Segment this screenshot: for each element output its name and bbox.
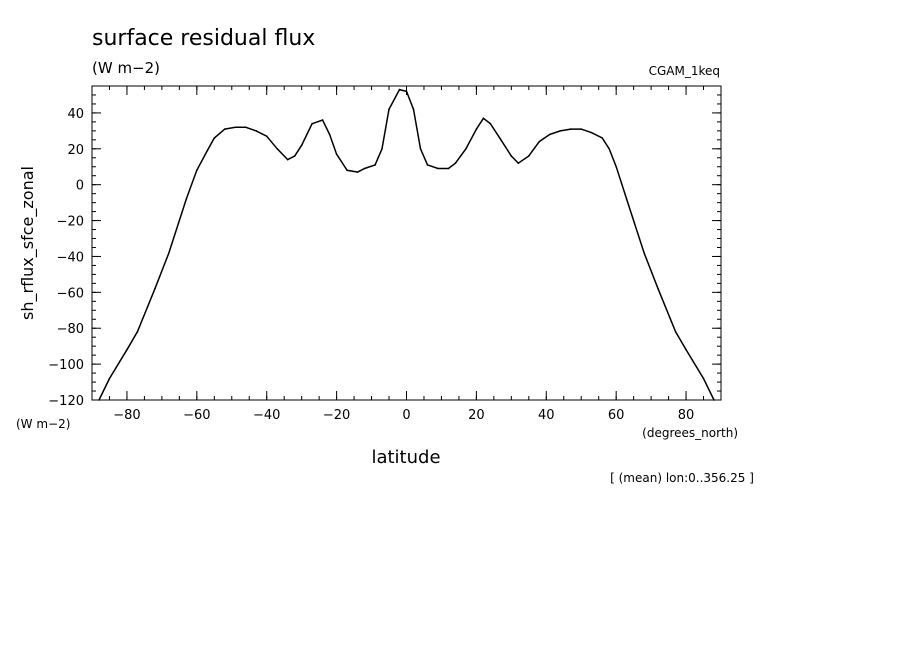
data-point	[615, 165, 617, 168]
data-point	[657, 287, 659, 290]
data-point	[136, 331, 139, 333]
data-point	[363, 167, 366, 170]
y-tick-label: 20	[67, 143, 84, 158]
y-tick-label: −100	[48, 358, 84, 373]
data-point	[685, 348, 687, 351]
data-point	[286, 158, 289, 161]
data-point	[713, 399, 715, 401]
y-tick-label: 40	[67, 107, 84, 122]
y-axis-ticks	[92, 94, 721, 401]
data-point	[608, 148, 610, 150]
data-point	[255, 130, 258, 132]
x-axis-ticks	[91, 86, 722, 400]
data-point	[398, 88, 401, 91]
data-point	[601, 137, 603, 139]
data-point	[528, 155, 530, 157]
data-point	[482, 117, 485, 120]
data-point	[265, 135, 268, 138]
data-point	[426, 164, 429, 166]
data-point	[335, 153, 338, 155]
y-tick-label: −40	[57, 250, 84, 265]
data-point	[244, 126, 247, 129]
y-tick-label: −60	[57, 286, 84, 301]
data-point	[381, 148, 383, 150]
data-point	[643, 252, 645, 254]
x-tick-label: 60	[608, 408, 625, 423]
data-point	[454, 162, 457, 164]
x-tick-label: −40	[253, 408, 280, 423]
data-point	[234, 126, 237, 129]
data-point	[590, 131, 593, 134]
series-line	[98, 88, 715, 401]
data-point	[500, 139, 502, 141]
data-point	[276, 148, 279, 150]
data-point	[674, 331, 677, 333]
data-point	[168, 252, 170, 254]
dataset-label: CGAM_1keq	[649, 64, 720, 78]
data-point	[419, 148, 422, 150]
y-tick-label: −20	[57, 215, 84, 230]
data-point	[465, 148, 467, 150]
y-tick-label: −120	[48, 394, 84, 409]
y-axis-tick-labels: 40 20 0 −20 −40 −60 −80 −100 −120	[48, 107, 84, 409]
data-point	[475, 128, 478, 130]
data-point	[510, 155, 513, 157]
data-point	[213, 137, 216, 139]
chart-title: surface residual flux	[92, 26, 315, 51]
chart-units: (W m−2)	[92, 59, 160, 77]
data-point	[569, 128, 572, 130]
data-point	[300, 144, 303, 147]
series-points	[98, 88, 715, 401]
data-point	[321, 119, 324, 121]
data-point	[538, 140, 541, 143]
x-axis-label: latitude	[371, 447, 440, 468]
data-point	[311, 122, 313, 125]
x-tick-label: −80	[113, 408, 140, 423]
plot-frame	[91, 85, 722, 401]
x-tick-label: 0	[402, 408, 410, 423]
data-point	[98, 399, 100, 401]
data-point	[196, 169, 198, 172]
y-axis-units: (W m−2)	[16, 417, 70, 431]
x-tick-label: 80	[678, 408, 695, 423]
data-point	[356, 171, 359, 173]
data-point	[559, 130, 562, 132]
data-point	[517, 162, 520, 164]
data-point	[185, 198, 188, 200]
data-point	[405, 90, 408, 93]
data-point	[437, 167, 439, 170]
data-point	[126, 348, 128, 351]
x-tick-label: −60	[183, 408, 210, 423]
data-point	[625, 198, 628, 200]
data-point	[489, 122, 492, 125]
data-point	[447, 167, 450, 170]
footnote: [ (mean) lon:0..356.25 ]	[610, 471, 754, 485]
y-tick-label: 0	[76, 179, 84, 194]
data-point	[223, 128, 226, 130]
data-point	[293, 155, 296, 157]
data-point	[412, 108, 415, 111]
data-point	[580, 128, 583, 130]
x-tick-label: 20	[468, 408, 485, 423]
data-point	[108, 377, 111, 380]
x-tick-label: 40	[538, 408, 555, 423]
data-point	[548, 133, 551, 136]
y-axis-label: sh_rflux_sfce_zonal	[18, 166, 38, 320]
data-point	[346, 169, 348, 172]
x-tick-label: −20	[323, 408, 350, 423]
data-point	[206, 149, 209, 152]
data-point	[388, 108, 390, 111]
data-point	[374, 164, 376, 166]
data-point	[702, 377, 705, 380]
x-axis-tick-labels: −80 −60 −40 −20 0 20 40 60 80	[113, 408, 694, 423]
y-tick-label: −80	[57, 322, 84, 337]
data-point	[328, 133, 331, 136]
x-axis-units: (degrees_north)	[642, 426, 738, 440]
data-point	[154, 287, 156, 290]
